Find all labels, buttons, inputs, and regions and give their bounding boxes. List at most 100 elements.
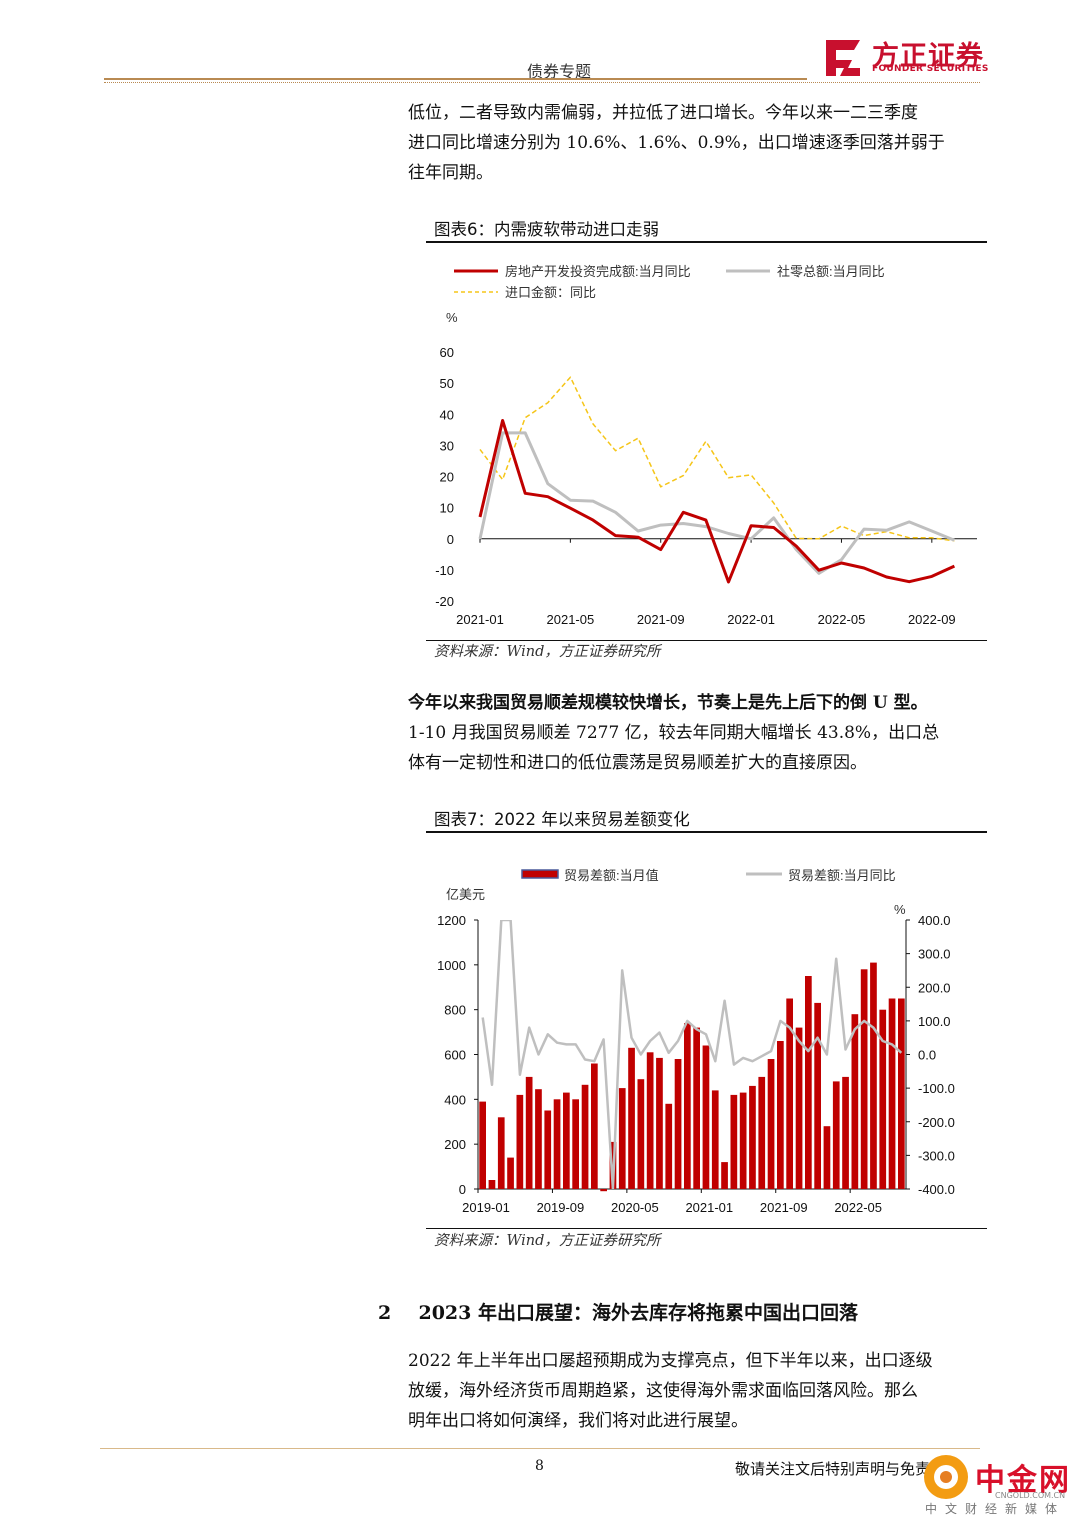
left-tick-label: 600: [444, 1048, 466, 1063]
trade-balance-bar: [684, 1023, 691, 1189]
trade-balance-bar: [637, 1079, 645, 1189]
series-line-import: [479, 376, 955, 542]
export-outlook-line: 明年出口将如何演绎，我们将对此进行展望。: [408, 1411, 748, 1431]
intro-line: 往年同期。: [408, 163, 493, 183]
trade-balance-bar: [739, 1092, 747, 1189]
right-tick-label: -100.0: [918, 1081, 955, 1096]
legend-label-trade-balance: 贸易差额:当月值: [564, 868, 659, 883]
x-tick-label: 2019-09: [537, 1200, 585, 1215]
trade-balance-bar: [860, 969, 868, 1189]
trade-balance-bar: [674, 1059, 682, 1189]
trade-balance-bar: [646, 1052, 654, 1189]
trade-balance-bar: [488, 1180, 496, 1189]
trade-balance-bar: [721, 1162, 728, 1189]
page-number: 8: [535, 1458, 544, 1474]
report-category: 债券专题: [527, 62, 592, 81]
trade-balance-bar: [730, 1094, 738, 1189]
right-tick-label: 100.0: [918, 1014, 951, 1029]
figure6-top-rule: [426, 241, 987, 243]
figure7-bottom-rule: [426, 1228, 987, 1229]
trade-balance-bar: [553, 1099, 561, 1189]
series-line-retail: [478, 431, 955, 575]
figure7-source: 资料来源：Wind，方正证券研究所: [434, 1233, 661, 1249]
intro-line: 低位，二者导致内需偏弱，并拉低了进口增长。今年以来一二三季度: [408, 103, 918, 123]
figure6-source: 资料来源：Wind，方正证券研究所: [434, 644, 661, 660]
legend-label-real-estate: 房地产开发投资完成额:当月同比: [505, 264, 691, 279]
x-tick-label: 2021-01: [685, 1200, 733, 1215]
trade-balance-bar: [758, 1076, 766, 1189]
trade-surplus-paragraph: 今年以来我国贸易顺差规模较快增长，节奏上是先上后下的倒 U 型。 1-10 月我…: [408, 688, 980, 778]
trade-surplus-line: 1-10 月我国贸易顺差 7277 亿，较去年同期大幅增长 43.8%，出口总: [408, 723, 940, 743]
trade-surplus-lead: 今年以来我国贸易顺差规模较快增长，节奏上是先上后下的倒 U 型。: [408, 693, 928, 713]
trade-balance-bar: [749, 1085, 756, 1189]
x-tick-label: 2020-05: [611, 1200, 659, 1215]
y-axis-unit: %: [446, 310, 458, 325]
right-tick-label: -300.0: [918, 1148, 955, 1163]
trade-balance-bar: [870, 962, 877, 1189]
trade-balance-bar: [805, 976, 812, 1189]
y-tick-label: 60: [440, 345, 454, 360]
x-tick-label: 2021-01: [456, 612, 504, 627]
left-tick-label: 200: [444, 1137, 466, 1152]
trade-balance-bar: [628, 1047, 635, 1189]
trade-balance-bar: [479, 1101, 486, 1189]
trade-balance-bar: [814, 1002, 821, 1189]
logo-chinese-name: 方正证券: [872, 41, 984, 72]
x-tick-label: 2021-05: [547, 612, 595, 627]
trade-balance-bar: [507, 1157, 514, 1189]
cngold-logo-icon: [924, 1455, 968, 1499]
trade-balance-bar: [600, 1189, 607, 1192]
legend-label-retail: 社零总额:当月同比: [777, 264, 885, 279]
right-tick-label: -400.0: [918, 1182, 955, 1197]
trade-yoy-line: [481, 920, 903, 1189]
left-tick-label: 800: [444, 1003, 466, 1018]
trade-balance-bar: [888, 998, 896, 1189]
disclaimer-note: 敬请关注文后特别声明与免责条款: [735, 1460, 961, 1478]
legend-swatch-trade-balance: [521, 869, 559, 879]
left-tick-label: 1000: [437, 958, 466, 973]
trade-balance-bar: [832, 1081, 840, 1189]
export-outlook-paragraph: 2022 年上半年出口屡超预期成为支撑亮点，但下半年以来，出口逐级 放缓，海外经…: [408, 1346, 980, 1436]
legend-label-trade-yoy: 贸易差额:当月同比: [788, 868, 896, 883]
x-tick-label: 2022-01: [727, 612, 775, 627]
left-tick-label: 0: [459, 1182, 466, 1197]
y-tick-label: 40: [440, 407, 454, 422]
y-tick-label: -10: [435, 563, 454, 578]
x-tick-label: 2021-09: [637, 612, 685, 627]
trade-balance-bar: [823, 1126, 831, 1189]
right-tick-label: 200.0: [918, 980, 951, 995]
trade-balance-bar: [879, 1009, 887, 1189]
right-tick-label: 300.0: [918, 947, 951, 962]
section-number: 2: [378, 1302, 392, 1324]
series-line-real-estate: [478, 419, 956, 584]
y-tick-label: -20: [435, 594, 454, 609]
trade-balance-bar: [516, 1094, 524, 1189]
left-tick-label: 400: [444, 1092, 466, 1107]
trade-balance-bar: [618, 1088, 626, 1189]
figure7-top-rule: [426, 831, 987, 833]
watermark-subtitle: 中文财经新媒体: [925, 1502, 1066, 1516]
intro-line: 进口同比增速分别为 10.6%、1.6%、0.9%，出口增速逐季回落并弱于: [408, 133, 945, 153]
section-heading: 2 2023 年出口展望：海外去库存将拖累中国出口回落: [378, 1298, 858, 1325]
trade-surplus-line: 体有一定韧性和进口的低位震荡是贸易顺差扩大的直接原因。: [408, 753, 867, 773]
watermark-url: CNGOLD.COM.CN: [995, 1491, 1066, 1500]
header-rule: [104, 78, 807, 80]
intro-paragraph: 低位，二者导致内需偏弱，并拉低了进口增长。今年以来一二三季度 进口同比增速分别为…: [408, 98, 980, 188]
trade-balance-bar: [795, 1027, 803, 1189]
left-tick-label: 1200: [437, 913, 466, 928]
trade-balance-bar: [563, 1092, 570, 1189]
figure6-bottom-rule: [426, 640, 987, 641]
y-tick-label: 20: [440, 470, 454, 485]
y-tick-label: 50: [440, 376, 454, 391]
logo-english-name: FOUNDER SECURITIES: [872, 64, 989, 74]
trade-balance-bar: [711, 1090, 719, 1189]
trade-balance-bar: [535, 1089, 542, 1189]
footer-rule: [100, 1448, 980, 1449]
trade-balance-bar: [777, 1041, 784, 1189]
trade-balance-bar: [572, 1099, 579, 1189]
x-tick-label: 2021-09: [760, 1200, 808, 1215]
y-tick-label: 10: [440, 501, 454, 516]
trade-balance-bar: [581, 1084, 589, 1189]
figure6-title: 图表6：内需疲软带动进口走弱: [434, 220, 659, 239]
